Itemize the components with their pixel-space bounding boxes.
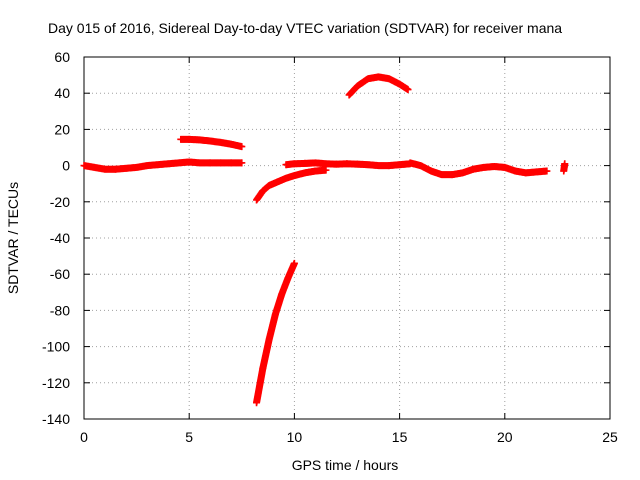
chart-title: Day 015 of 2016, Sidereal Day-to-day VTE… [48, 20, 562, 36]
x-tick-label: 10 [287, 429, 303, 445]
y-tick-label: -120 [42, 375, 70, 391]
series-main-band-1 [80, 158, 246, 173]
y-tick-label: 0 [62, 158, 70, 174]
series-steep-rise [253, 259, 298, 407]
y-tick-label: -20 [50, 194, 70, 210]
data-point-marker [322, 166, 330, 174]
x-tick-label: 20 [497, 429, 513, 445]
y-tick-label: -140 [42, 411, 70, 427]
x-tick-label: 15 [392, 429, 408, 445]
data-point-marker [543, 167, 551, 175]
y-tick-label: -40 [50, 230, 70, 246]
ticks: 0 5 10 15 20 25 -140 -120 -100 -80 -60 -40 -20 0 20 40 6… [42, 49, 618, 445]
y-tick-label: -100 [42, 339, 70, 355]
data-point-marker [404, 86, 412, 94]
y-tick-label: -80 [50, 302, 70, 318]
y-tick-label: -60 [50, 266, 70, 282]
series-arc-12.5-15.5 [345, 73, 412, 99]
x-tick-label: 5 [185, 429, 193, 445]
series-recovery-arc [253, 166, 330, 204]
series-arc-5-7.5 [177, 135, 246, 151]
data-point-marker [561, 160, 569, 168]
data-point-marker [238, 143, 246, 151]
x-tick-label: 25 [602, 429, 618, 445]
x-axis-label: GPS time / hours [292, 457, 399, 473]
data-point-marker [290, 259, 298, 267]
y-tick-label: 40 [54, 85, 70, 101]
grid [84, 57, 610, 419]
series-end-points [560, 160, 569, 175]
x-tick-label: 0 [80, 429, 88, 445]
y-axis-label: SDTVAR / TECUs [5, 182, 21, 294]
data-point-marker [238, 159, 246, 167]
y-tick-label: 20 [54, 121, 70, 137]
data-points [80, 73, 569, 407]
y-tick-label: 60 [54, 49, 70, 65]
series-main-band-3 [406, 159, 551, 179]
